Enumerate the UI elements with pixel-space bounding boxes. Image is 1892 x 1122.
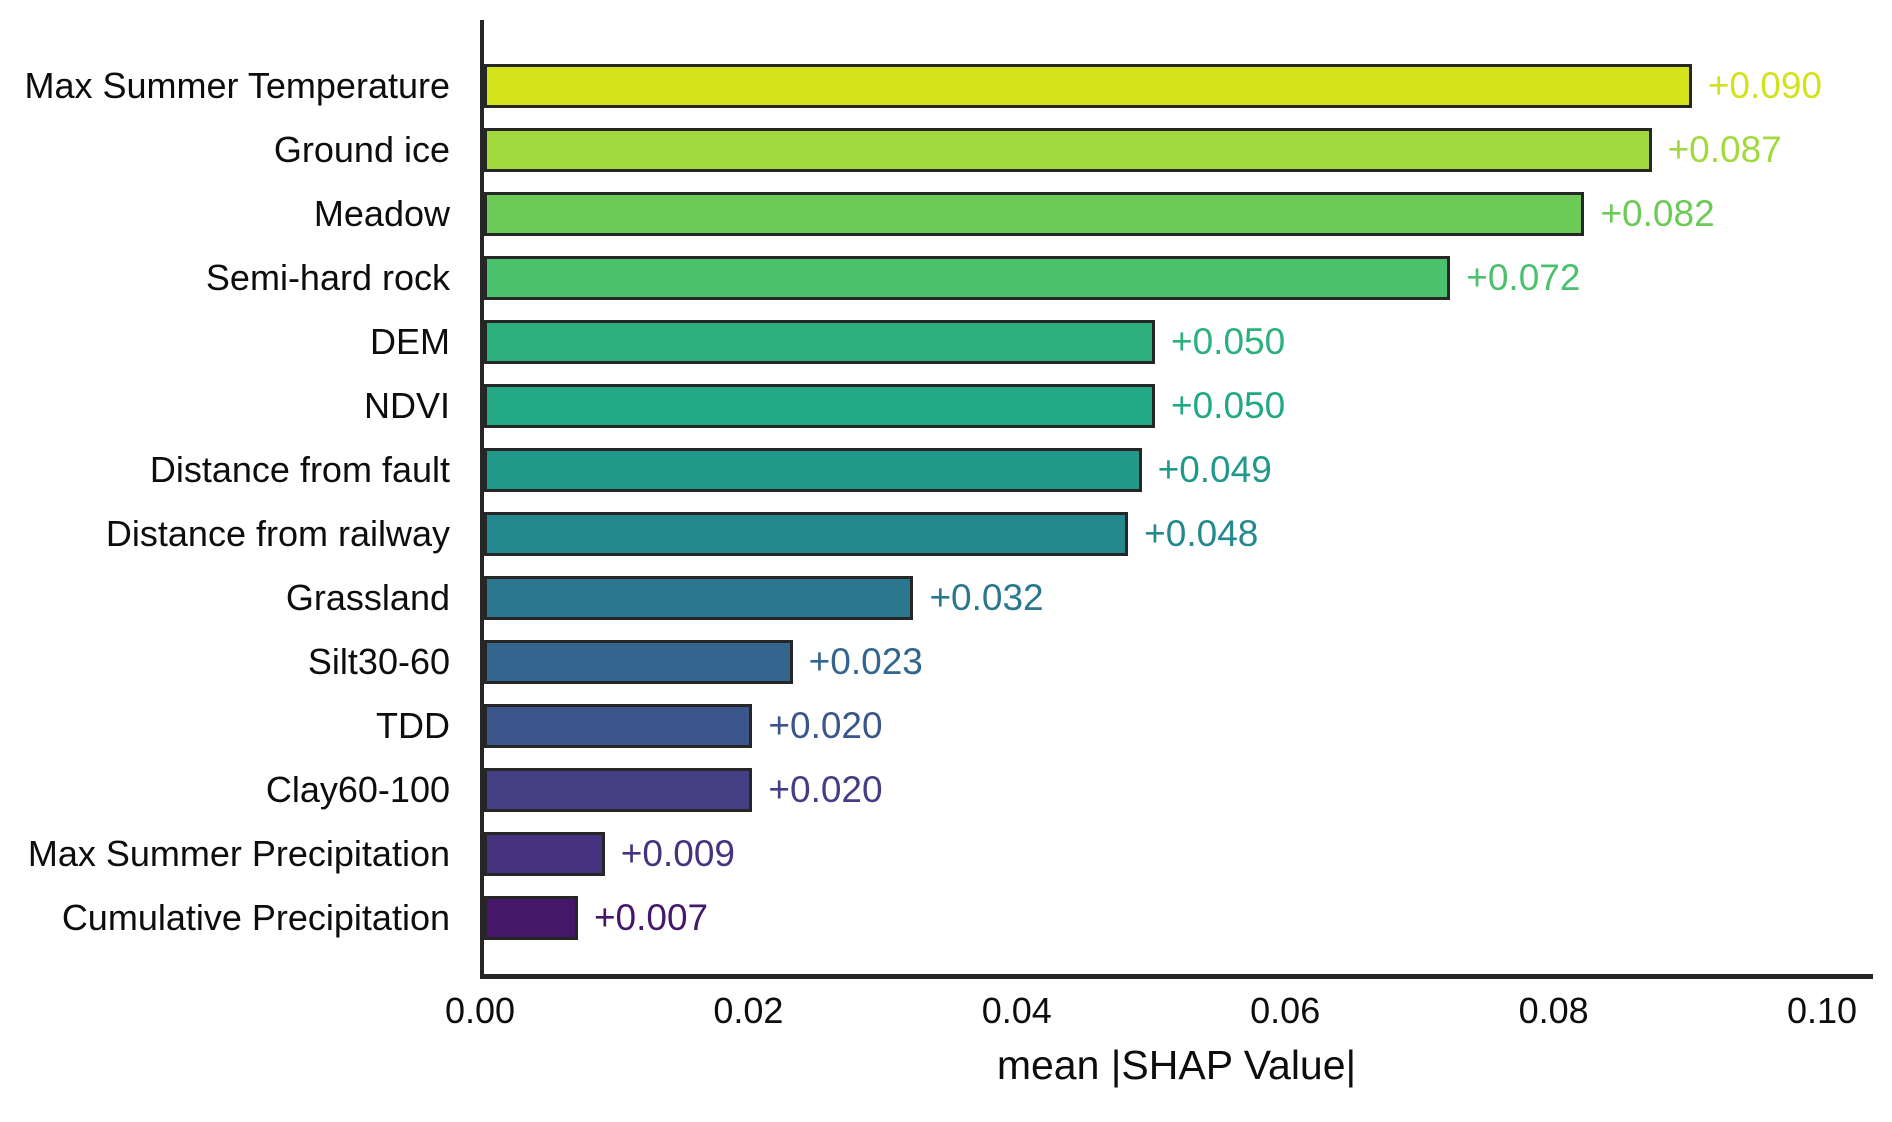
bar-dem	[484, 320, 1155, 364]
y-axis-label-grassland: Grassland	[285, 577, 450, 618]
bar-value-label: +0.050	[1171, 321, 1286, 362]
y-axis-label-max-summer-precipitation: Max Summer Precipitation	[27, 833, 450, 874]
bar-value-label: +0.072	[1466, 257, 1581, 298]
y-axis-labels: Max Summer Temperature Ground ice Meadow Se…	[0, 20, 464, 974]
bar-value-label: +0.048	[1144, 513, 1259, 554]
x-tick-label-0.02: 0.02	[713, 990, 784, 1031]
bar-row: +0.050	[484, 384, 1873, 428]
bar-row: +0.007	[484, 896, 1873, 940]
bar-value-label: +0.087	[1667, 129, 1782, 170]
x-tick-label-0.08: 0.08	[1518, 990, 1589, 1031]
x-tick-label-0.06: 0.06	[1250, 990, 1321, 1031]
y-axis-label-dem: DEM	[370, 321, 450, 362]
bar-value-label: +0.009	[620, 833, 735, 874]
bar-cumulative-precipitation	[484, 896, 578, 940]
bar-row: +0.072	[484, 256, 1873, 300]
plot-area: +0.090 +0.087 +0.082 +0.072 +0.050 +0.050 +0.0…	[480, 20, 1873, 979]
bar-tdd	[484, 704, 753, 748]
bar-value-label: +0.007	[593, 897, 709, 938]
bar-distance-from-fault	[484, 448, 1142, 492]
y-axis-label-distance-from-railway: Distance from railway	[105, 513, 450, 554]
y-axis-label-semi-hard-rock: Semi-hard rock	[205, 257, 450, 298]
y-axis-label-ndvi: NDVI	[363, 385, 450, 426]
bar-distance-from-railway	[484, 512, 1129, 556]
bar-row: +0.082	[484, 192, 1873, 236]
x-tick-label-0.00: 0.00	[444, 990, 516, 1031]
bar-value-label: +0.082	[1600, 193, 1715, 234]
bar-semi-hard-rock	[484, 256, 1451, 300]
bar-value-label: +0.020	[768, 705, 883, 746]
bar-row: +0.050	[484, 320, 1873, 364]
bar-ground-ice	[484, 128, 1652, 172]
bar-row: +0.048	[484, 512, 1873, 556]
bar-value-label: +0.020	[768, 769, 883, 810]
x-tick-label-0.04: 0.04	[981, 990, 1052, 1031]
y-axis-label-meadow: Meadow	[313, 193, 450, 234]
bar-grassland	[484, 576, 914, 620]
y-axis-label-ground-ice: Ground ice	[273, 129, 450, 170]
y-axis-label-clay60-100: Clay60-100	[265, 769, 450, 810]
bar-value-label: +0.050	[1171, 385, 1286, 426]
bar-clay60-100	[484, 768, 753, 812]
bar-row: +0.087	[484, 128, 1873, 172]
bar-value-label: +0.032	[929, 577, 1044, 618]
bar-row: +0.049	[484, 448, 1873, 492]
bar-row: +0.023	[484, 640, 1873, 684]
y-axis-label-cumulative-precipitation: Cumulative Precipitation	[61, 897, 450, 938]
x-tick-label-0.10: 0.10	[1786, 990, 1858, 1031]
bar-max-summer-precipitation	[484, 832, 605, 876]
bar-row: +0.032	[484, 576, 1873, 620]
bar-row: +0.020	[484, 704, 1873, 748]
bar-value-label: +0.023	[808, 641, 923, 682]
x-axis-title: mean |SHAP Value|	[996, 1042, 1357, 1088]
bar-max-summer-temperature	[484, 64, 1692, 108]
bar-ndvi	[484, 384, 1155, 428]
bar-meadow	[484, 192, 1585, 236]
bar-row: +0.020	[484, 768, 1873, 812]
bar-row: +0.009	[484, 832, 1873, 876]
y-axis-label-silt30-60: Silt30-60	[307, 641, 450, 682]
bar-silt30-60	[484, 640, 793, 684]
y-axis-label-max-summer-temperature: Max Summer Temperature	[24, 65, 450, 106]
y-axis-label-distance-from-fault: Distance from fault	[149, 449, 450, 490]
y-axis-label-tdd: TDD	[376, 705, 450, 746]
bar-row: +0.090	[484, 64, 1873, 108]
bar-value-label: +0.049	[1157, 449, 1272, 490]
bar-value-label: +0.090	[1707, 65, 1823, 106]
